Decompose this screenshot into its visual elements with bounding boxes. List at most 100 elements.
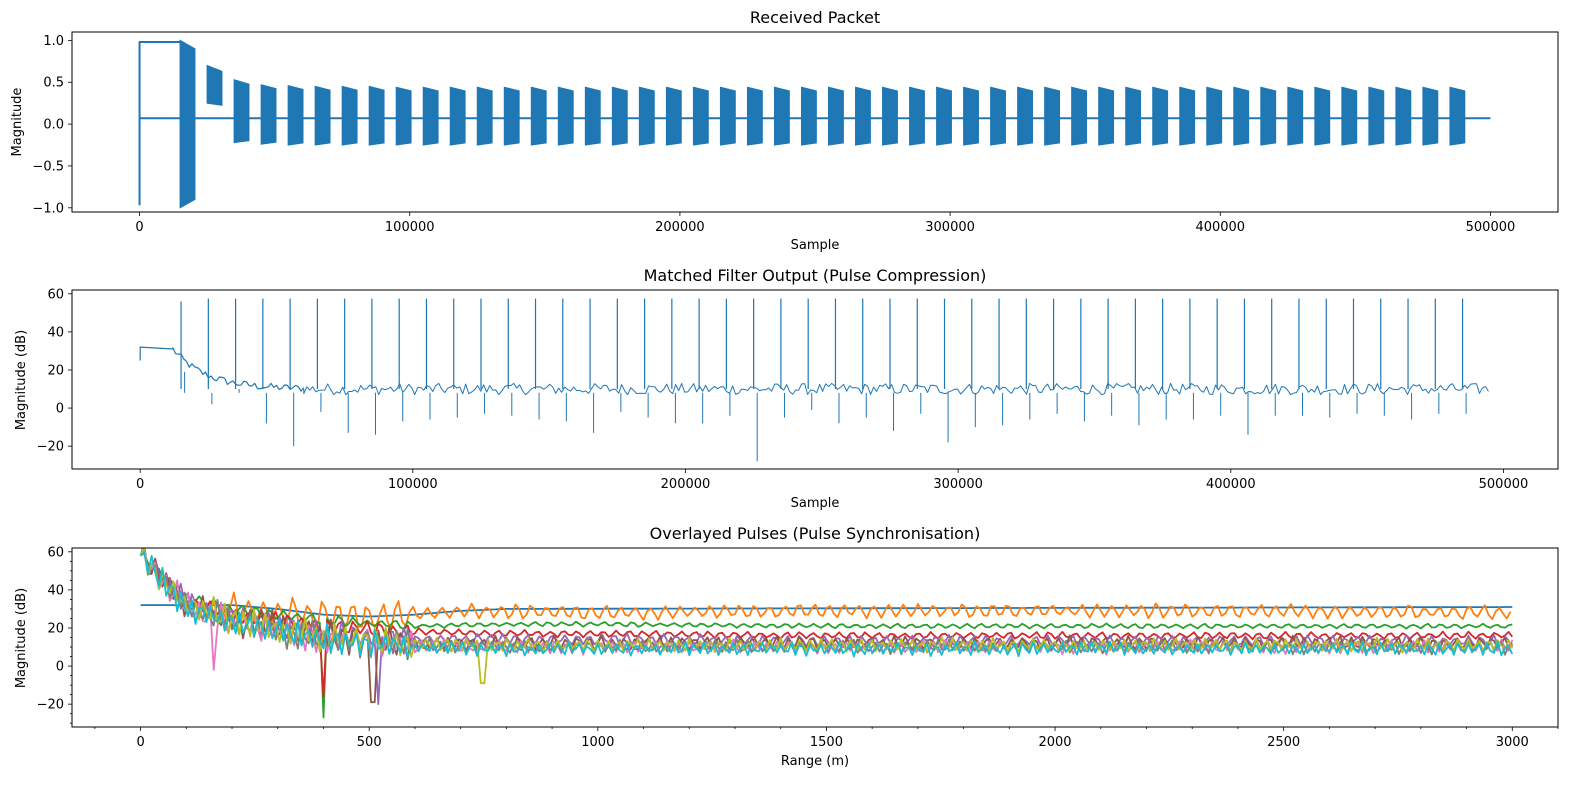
signal-burst xyxy=(1152,86,1169,146)
signal-burst xyxy=(1125,86,1142,146)
x-tick-label: 300000 xyxy=(925,220,975,235)
signal-burst xyxy=(1314,86,1331,146)
signal-burst xyxy=(1449,86,1466,146)
signal-burst xyxy=(611,86,628,146)
signal-burst xyxy=(1071,86,1088,146)
plot-area xyxy=(139,298,1489,462)
x-axis-label: Sample xyxy=(791,238,840,253)
x-tick-label: 2500 xyxy=(1267,735,1300,750)
x-tick-label: 100000 xyxy=(388,477,438,492)
signal-burst xyxy=(314,85,331,146)
x-tick-label: 500 xyxy=(357,735,382,750)
x-tick-label: 1000 xyxy=(581,735,614,750)
x-tick-label: 0 xyxy=(136,477,144,492)
signal-burst xyxy=(936,86,952,146)
signal-burst xyxy=(368,85,385,146)
y-axis-ticks: −20 0 20 40 60 xyxy=(37,545,72,724)
x-axis-ticks: 0 100000 200000 300000 400000 500000 xyxy=(136,469,1528,492)
signal-burst xyxy=(665,86,682,146)
signal-burst xyxy=(828,86,844,146)
y-axis-ticks: −1.0 −0.5 0.0 0.5 1.0 xyxy=(32,34,72,216)
y-tick-label: 60 xyxy=(47,545,64,560)
y-tick-label: −20 xyxy=(37,440,64,455)
signal-burst xyxy=(476,86,493,146)
pulse-series-line xyxy=(140,552,1513,719)
x-axis-ticks: 0 500 1000 1500 2000 2500 3000 xyxy=(94,727,1559,750)
signal-burst xyxy=(909,86,925,146)
y-tick-label: −1.0 xyxy=(32,201,64,216)
plot-area xyxy=(138,39,1491,209)
x-tick-label: 100000 xyxy=(385,220,435,235)
signal-burst xyxy=(341,85,358,146)
pulse-series-line xyxy=(139,551,1514,659)
signal-burst xyxy=(449,86,466,146)
signal-burst xyxy=(773,86,790,146)
signal-burst xyxy=(855,86,871,146)
signal-burst xyxy=(530,86,547,146)
y-tick-label: 0 xyxy=(56,660,64,675)
signal-burst xyxy=(422,86,439,146)
subplot-matched-filter-output: Matched Filter Output (Pulse Compression… xyxy=(14,266,1559,511)
signal-burst xyxy=(206,64,223,106)
plot-area xyxy=(139,548,1514,719)
chart-title: Overlayed Pulses (Pulse Synchronisation) xyxy=(650,524,981,543)
signal-decay xyxy=(139,346,305,392)
signal-burst xyxy=(395,86,412,146)
y-tick-label: 20 xyxy=(47,363,64,378)
signal-burst xyxy=(882,86,898,146)
pulse-series-line xyxy=(139,550,1514,698)
signal-burst xyxy=(1206,86,1223,146)
signal-burst xyxy=(1044,86,1061,146)
x-tick-label: 3000 xyxy=(1496,735,1529,750)
x-tick-label: 500000 xyxy=(1466,220,1516,235)
x-tick-label: 400000 xyxy=(1195,220,1245,235)
signal-burst xyxy=(963,86,979,146)
signal-burst xyxy=(1341,86,1358,146)
axes-frame xyxy=(71,31,1559,213)
x-tick-label: 300000 xyxy=(933,477,983,492)
x-tick-label: 400000 xyxy=(1206,477,1256,492)
y-tick-label: 0 xyxy=(56,402,64,417)
signal-burst xyxy=(260,84,277,145)
signal-burst xyxy=(557,86,574,146)
y-tick-label: 40 xyxy=(47,583,64,598)
axes-frame xyxy=(71,289,1559,470)
signal-burst xyxy=(990,86,1006,146)
subplot-overlayed-pulses: Overlayed Pulses (Pulse Synchronisation)… xyxy=(14,524,1559,769)
x-tick-label: 500000 xyxy=(1479,477,1529,492)
signal-burst xyxy=(1287,86,1304,146)
signal-burst xyxy=(746,86,763,146)
x-axis-ticks: 0 100000 200000 300000 400000 500000 xyxy=(135,212,1515,235)
signal-burst xyxy=(719,86,736,146)
signal-burst xyxy=(179,39,196,209)
signal-burst xyxy=(800,86,817,146)
y-axis-label: Magnitude xyxy=(10,88,25,157)
signal-burst xyxy=(503,86,520,146)
chart-title: Received Packet xyxy=(750,8,880,27)
signal-burst xyxy=(1395,86,1412,146)
y-axis-label: Magnitude (dB) xyxy=(14,330,29,430)
signal-burst xyxy=(1260,86,1277,146)
signal-burst xyxy=(287,84,304,146)
y-axis-ticks: −20 0 20 40 60 xyxy=(37,287,72,455)
y-axis-label: Magnitude (dB) xyxy=(14,588,29,688)
signal-burst xyxy=(638,86,655,146)
signal-burst xyxy=(1179,86,1196,146)
signal-noise xyxy=(303,382,1489,396)
signal-burst xyxy=(233,79,250,144)
x-tick-label: 200000 xyxy=(655,220,705,235)
x-tick-label: 2000 xyxy=(1038,735,1071,750)
y-tick-label: 0.5 xyxy=(43,76,64,91)
subplot-received-packet: Received Packet 0 100000 200000 300000 40000… xyxy=(10,8,1559,253)
signal-burst xyxy=(1098,86,1115,146)
y-tick-label: 0.0 xyxy=(43,118,64,133)
x-tick-label: 1500 xyxy=(810,735,843,750)
y-tick-label: 60 xyxy=(47,287,64,302)
signal-burst xyxy=(1422,86,1439,146)
pulse-series-line xyxy=(222,591,1512,631)
chart-title: Matched Filter Output (Pulse Compression… xyxy=(644,266,987,285)
y-tick-label: 20 xyxy=(47,621,64,636)
x-tick-label: 0 xyxy=(136,735,144,750)
x-axis-label: Sample xyxy=(791,496,840,511)
